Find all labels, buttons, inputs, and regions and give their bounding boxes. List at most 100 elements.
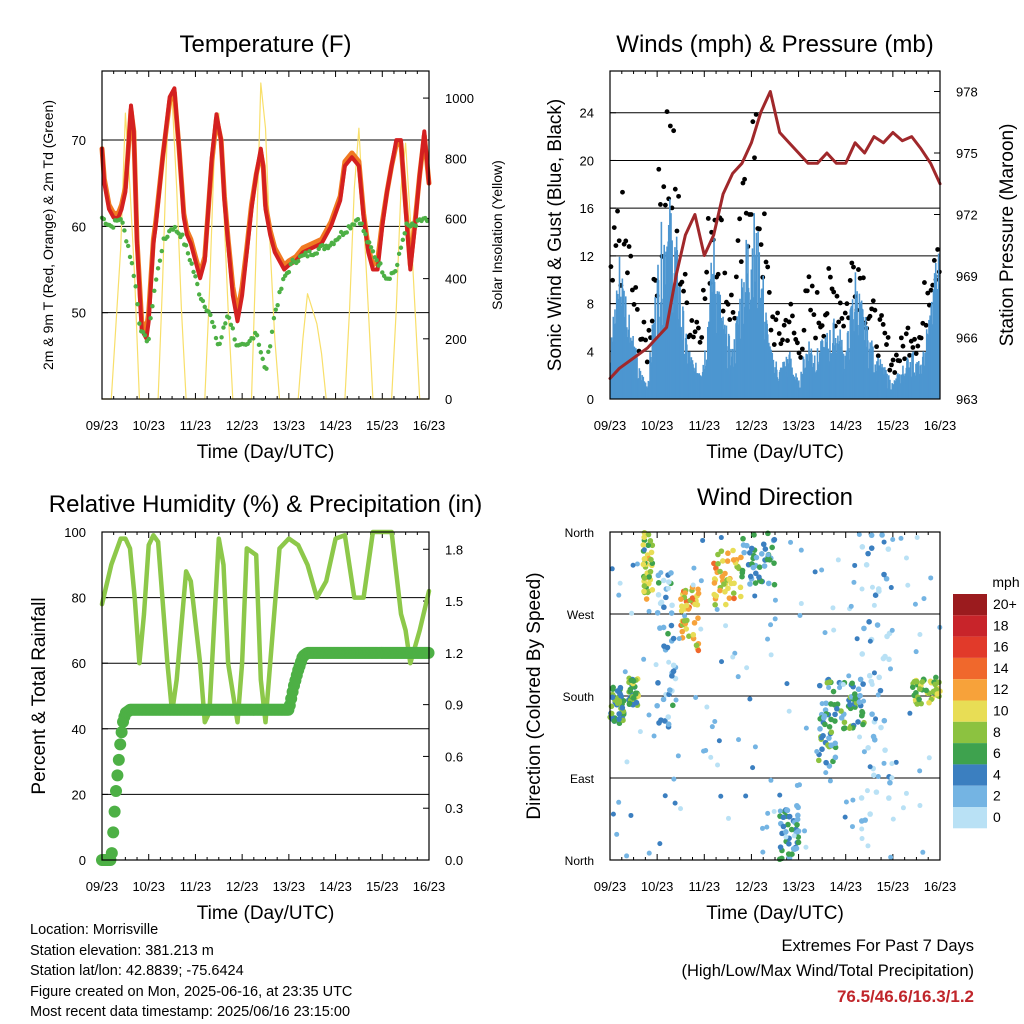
dewpoint-point <box>191 269 196 275</box>
direction-point <box>936 679 942 686</box>
direction-point <box>864 788 870 794</box>
dewpoint-point <box>157 258 163 263</box>
dewpoint-point <box>223 321 228 326</box>
gust-point <box>765 264 771 270</box>
direction-point <box>873 716 879 722</box>
direction-point <box>900 805 906 811</box>
gust-point <box>918 335 924 341</box>
gust-point <box>804 288 810 294</box>
direction-point <box>761 563 768 569</box>
dewpoint-point <box>396 251 402 256</box>
rainfall-point <box>110 784 123 797</box>
gust-point <box>676 193 681 199</box>
station-info: Location: Morrisville Station elevation:… <box>30 920 352 1023</box>
gust-point <box>874 344 879 350</box>
direction-point <box>663 594 669 601</box>
direction-point <box>627 688 634 695</box>
dewpoint-point <box>307 249 312 254</box>
gust-point <box>913 351 919 356</box>
direction-point <box>794 821 800 828</box>
direction-point <box>617 684 624 691</box>
direction-point <box>753 554 760 561</box>
gust-point <box>742 176 747 182</box>
dewpoint-point <box>254 333 260 338</box>
gust-point <box>773 317 779 323</box>
direction-point <box>646 574 652 580</box>
direction-point <box>766 556 773 563</box>
direction-point <box>641 534 647 541</box>
gust-point <box>758 242 764 248</box>
direction-point <box>691 565 697 571</box>
direction-point <box>881 717 888 724</box>
y-tick-label: 80 <box>72 591 86 606</box>
dewpoint-point <box>189 261 194 266</box>
direction-point <box>698 578 704 584</box>
direction-point <box>903 555 909 561</box>
direction-point <box>726 576 732 583</box>
colorbar-label: 14 <box>993 660 1009 676</box>
direction-point <box>616 716 622 722</box>
direction-point <box>678 806 684 812</box>
direction-point <box>848 603 854 609</box>
dewpoint-point <box>279 286 284 292</box>
direction-point <box>661 643 667 649</box>
direction-point <box>648 549 655 556</box>
direction-point <box>856 699 863 705</box>
direction-point <box>788 539 794 545</box>
direction-point <box>719 558 726 564</box>
direction-point <box>867 638 873 644</box>
direction-point <box>721 581 727 587</box>
direction-point <box>784 681 790 687</box>
direction-point <box>834 701 841 707</box>
x-tick-label: 10/23 <box>132 879 165 894</box>
direction-point <box>643 596 650 602</box>
gust-point <box>882 330 888 336</box>
direction-point <box>819 567 825 573</box>
dewpoint-point <box>273 307 278 312</box>
gust-point <box>649 318 655 324</box>
direction-point <box>695 615 701 621</box>
dewpoint-point <box>368 245 374 250</box>
direction-point <box>798 547 804 553</box>
direction-point <box>666 659 672 665</box>
direction-point <box>695 586 701 593</box>
gust-point <box>633 285 639 290</box>
gust-point <box>785 338 790 343</box>
direction-point <box>882 653 888 660</box>
gust-point <box>702 296 708 302</box>
gust-point <box>733 274 739 280</box>
colorbar-swatch <box>953 679 987 701</box>
dewpoint-point <box>267 344 273 349</box>
direction-point <box>859 651 866 657</box>
direction-point <box>628 812 634 818</box>
colorbar-swatch <box>953 700 987 722</box>
direction-point <box>780 814 787 821</box>
gust-point <box>705 216 711 221</box>
dewpoint-point <box>413 223 419 228</box>
gust-point <box>695 325 701 331</box>
direction-point <box>717 587 723 594</box>
extremes-values: 76.5/46.6/16.3/1.2 <box>836 987 974 1006</box>
y2-axis-label: Solar Insolation (Yellow) <box>489 160 505 310</box>
y-tick-label: North <box>565 526 594 540</box>
gust-point <box>875 353 881 359</box>
direction-point <box>852 695 859 702</box>
direction-point <box>765 636 771 642</box>
y2-tick-label: 0.0 <box>445 853 463 868</box>
dewpoint-point <box>127 254 133 260</box>
dewpoint-point <box>281 276 286 282</box>
gust-point <box>634 307 640 312</box>
dewpoint-point <box>180 232 185 237</box>
dewpoint-point <box>398 245 404 250</box>
direction-point <box>752 593 758 599</box>
direction-point <box>852 562 858 568</box>
dewpoint-point <box>153 277 159 282</box>
gust-point <box>923 322 929 328</box>
direction-point <box>814 748 820 754</box>
direction-point <box>658 717 664 723</box>
gust-point <box>790 313 795 319</box>
direction-point <box>917 631 923 637</box>
dewpoint-point <box>208 312 213 318</box>
direction-point <box>790 845 797 852</box>
direction-point <box>716 738 722 744</box>
